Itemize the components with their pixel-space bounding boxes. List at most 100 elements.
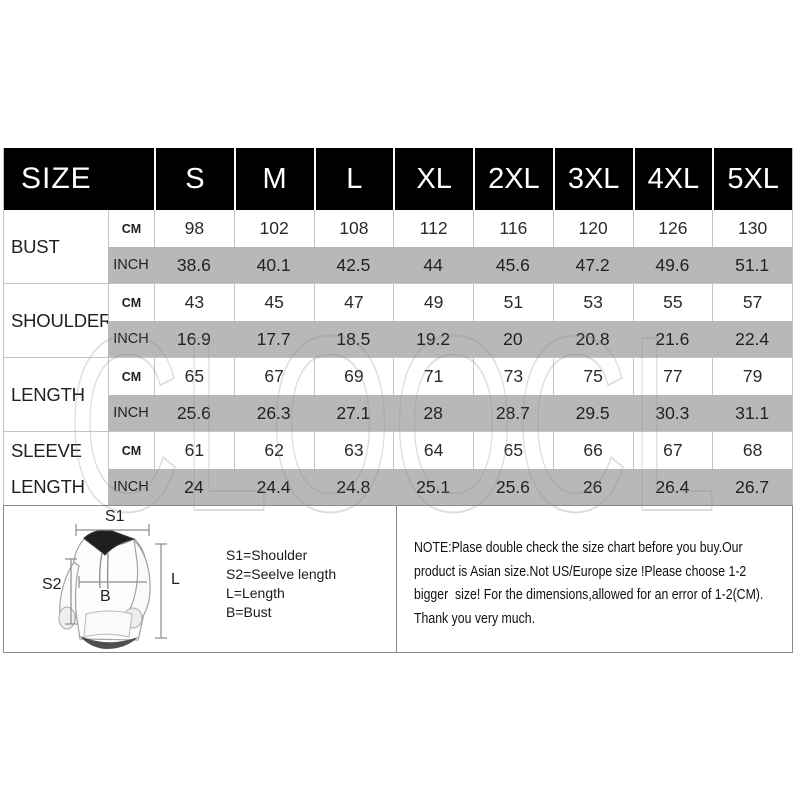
value-cell-inch: 20 [473,321,553,357]
value-cell-cm: 67 [632,432,713,469]
note-line: NOTE:Plase double check the size chart b… [414,539,743,556]
hoodie-pocket [83,610,133,638]
size-header-cell: SIZE [4,148,154,210]
size-col-header: M [233,148,314,210]
value-cell-cm: 65 [473,432,553,469]
value-cell-cm: 126 [632,210,713,247]
unit-inch-label: INCH [108,321,154,357]
value-cell-inch: 26.3 [233,395,314,431]
s1-label: S1 [105,508,125,525]
value-cell-cm: 64 [393,432,473,469]
size-col-header: 4XL [632,148,713,210]
value-cell-inch: 24.4 [233,469,314,505]
measurement-group: LENGTH CM INCH 65 67 69 71 73 75 77 79 25.6 26.3 27.1… [4,357,792,431]
value-cell-cm: 47 [313,284,394,321]
note-pane: NOTE:Plase double check the size chart b… [396,506,792,652]
value-cell-inch: 25.6 [473,469,553,505]
measurement-legend: S1=Shoulder S2=Seelve length L=Length B=… [226,546,336,622]
value-cell-cm: 120 [552,210,633,247]
value-cell-cm: 61 [154,432,234,469]
legend-line-l: L=Length [226,585,285,601]
table-header: SIZE S M L XL 2XL 3XL 4XL 5XL [4,148,792,210]
unit-inch-label: INCH [108,247,154,283]
value-cell-inch: 44 [393,247,473,283]
hoodie-left-cuff [58,606,76,630]
b-dimension-line [78,576,147,588]
value-cell-inch: 26.4 [632,469,713,505]
value-cell-inch: 18.5 [313,321,394,357]
row-label: SHOULDER [4,284,112,357]
value-cell-cm: 98 [154,210,234,247]
value-cell-cm: 67 [233,358,314,395]
row-label: LENGTH [4,358,108,431]
measurement-group: SHOULDER CM INCH 43 45 47 49 51 53 55 57 16.9 17.7 18… [4,283,792,357]
value-cell-cm: 63 [313,432,394,469]
row-label: BUST [4,210,108,283]
value-cell-cm: 116 [473,210,553,247]
unit-inch-label: INCH [108,395,154,431]
value-cell-cm: 65 [154,358,234,395]
hoodie-drawstring-left [98,551,103,589]
l-dimension-line [155,543,167,639]
value-cell-inch: 26.7 [712,469,792,505]
legend-line-b: B=Bust [226,604,272,620]
size-col-header: 2XL [473,148,553,210]
value-cell-cm: 53 [552,284,633,321]
value-cell-inch: 17.7 [233,321,314,357]
value-cell-inch: 20.8 [552,321,633,357]
value-cell-cm: 130 [712,210,792,247]
value-cell-inch: 29.5 [552,395,633,431]
value-cell-inch: 22.4 [712,321,792,357]
value-cell-inch: 25.1 [393,469,473,505]
size-col-header: S [154,148,234,210]
unit-cm-label: CM [108,210,154,247]
value-cell-cm: 51 [473,284,553,321]
s1-dimension-line [75,524,150,536]
value-cell-cm: 68 [712,432,792,469]
info-box: S1 S2 L B S1=Shoulder S2=Seelve length L… [3,505,793,653]
value-cell-inch: 26 [552,469,633,505]
table-body: BUST CM INCH 98 102 108 112 116 120 126 130 38.6 40.… [4,210,792,505]
value-cell-cm: 49 [393,284,473,321]
value-cell-cm: 66 [552,432,633,469]
value-cell-cm: 62 [233,432,314,469]
unit-cm-label: CM [108,284,154,321]
note-line: product is Asian size.Not US/Europe size… [414,562,747,580]
s2-label: S2 [42,576,62,593]
value-cell-cm: 112 [393,210,473,247]
unit-cm-label: CM [108,432,154,469]
value-cell-cm: 43 [154,284,234,321]
hoodie-diagram: S1 S2 L B [42,508,180,649]
size-header-label: SIZE [21,162,92,195]
s2-dimension-line [65,558,77,625]
row-label: SLEEVE LENGTH [4,432,108,505]
value-cell-inch: 21.6 [632,321,713,357]
value-cell-cm: 71 [393,358,473,395]
value-cell-inch: 31.1 [712,395,792,431]
hoodie-hem [80,636,138,649]
value-cell-inch: 30.3 [632,395,713,431]
value-cell-inch: 19.2 [393,321,473,357]
size-col-header: 5XL [712,148,792,210]
size-col-header: XL [393,148,473,210]
value-cell-cm: 79 [712,358,792,395]
value-cell-inch: 45.6 [473,247,553,283]
value-cell-inch: 24.8 [313,469,394,505]
size-col-header: 3XL [552,148,633,210]
legend-line-s2: S2=Seelve length [226,566,337,582]
size-col-header: L [313,148,394,210]
value-cell-inch: 27.1 [313,395,394,431]
size-table: SIZE S M L XL 2XL 3XL 4XL 5XL BUST CM INCH 98 102 10… [3,148,793,505]
unit-cm-label: CM [108,358,154,395]
value-cell-inch: 38.6 [154,247,234,283]
value-cell-inch: 42.5 [313,247,394,283]
value-cell-cm: 102 [233,210,314,247]
measurement-group: SLEEVE LENGTH CM INCH 61 62 63 64 65 66 67 68 24 24.… [4,431,792,505]
legend-line-s1: S1=Shoulder [226,547,308,563]
hoodie-hood [83,529,136,556]
value-cell-cm: 55 [632,284,713,321]
note-line: Thank you very much. [414,609,536,627]
value-cell-cm: 108 [313,210,394,247]
unit-inch-label: INCH [108,469,154,505]
